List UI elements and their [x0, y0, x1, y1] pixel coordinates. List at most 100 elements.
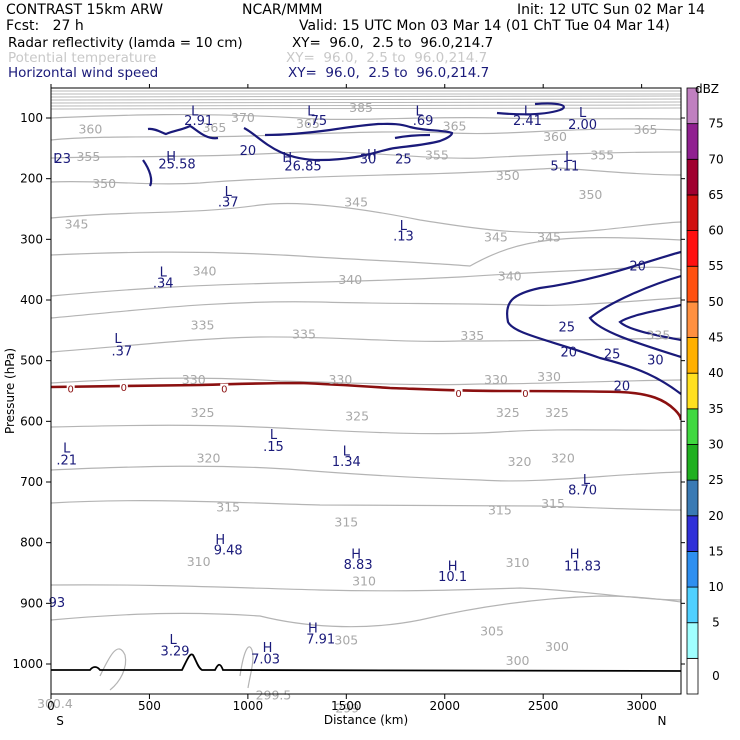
wind-label: .21 — [56, 454, 77, 469]
colorbar-label: 35 — [708, 402, 723, 416]
wind-label: .13 — [393, 230, 414, 245]
zero-label-bg — [220, 383, 229, 394]
x-tick-label: 3000 — [626, 699, 657, 713]
colorbar-swatch — [686, 158, 699, 196]
zero-label: 0 — [455, 389, 461, 400]
theta-label: 365 — [443, 118, 467, 133]
colorbar-label: 75 — [708, 117, 723, 131]
y-tick-label: 500 — [20, 354, 43, 368]
colorbar-swatch — [686, 551, 699, 588]
colorbar-label: 15 — [708, 544, 723, 558]
theta-label: 345 — [65, 217, 89, 232]
forecast-hour: Fcst: 27 h — [6, 18, 84, 34]
wind-label: L — [114, 332, 122, 347]
wind-label: 2.91 — [184, 114, 213, 129]
theta-labels: 385 370 365 365 365 365 360 360 355 355 355 350 350 3… — [37, 100, 670, 716]
theta-label: 325 — [345, 408, 369, 423]
wind-label: 26.85 — [284, 159, 321, 174]
y-tick-label: 300 — [20, 232, 43, 246]
theta-label: 300 — [506, 653, 530, 668]
wind-label: 25.58 — [158, 158, 195, 173]
theta-label: 335 — [292, 326, 316, 341]
wind-label: .34 — [153, 276, 174, 291]
theta-label: 345 — [344, 195, 368, 210]
theta-label: 350 — [579, 187, 603, 202]
x-tick-label: 1500 — [331, 699, 362, 713]
wind-label: L — [583, 473, 591, 488]
wind-label: 2.00 — [568, 118, 597, 133]
wind-label: 30 — [360, 153, 377, 168]
wind-label: 10.1 — [438, 570, 467, 585]
colorbar-label: 20 — [708, 509, 723, 523]
theta-label: 299 — [335, 701, 359, 716]
theta-label: 330 — [484, 372, 508, 387]
legend-theta: Potential temperature — [8, 50, 157, 66]
theta-label: 320 — [508, 454, 532, 469]
theta-label: 310 — [187, 554, 211, 569]
theta-label: 365 — [634, 122, 658, 137]
theta-label: 299.5 — [256, 687, 292, 702]
colorbar-unit: dBZ — [695, 82, 719, 96]
wind-label: .75 — [306, 114, 327, 129]
theta-label: 340 — [498, 269, 522, 284]
theta-label: 360 — [543, 129, 567, 144]
wind-label: H — [308, 622, 318, 637]
theta-label: 355 — [425, 147, 449, 162]
x-end-right: N — [658, 714, 667, 728]
theta-label: 300 — [545, 639, 569, 654]
y-tick-label: 400 — [20, 293, 43, 307]
theta-label: 325 — [496, 405, 520, 420]
wind-label: 25 — [604, 347, 621, 362]
theta-label: 320 — [551, 451, 575, 466]
colorbar-swatch — [686, 444, 699, 481]
theta-label: 305 — [334, 633, 358, 648]
colorbar-label: 0 — [712, 669, 720, 683]
wind-label: L — [53, 152, 61, 167]
wind-label: 3.29 — [161, 645, 190, 660]
zero-label: 0 — [121, 383, 127, 394]
theta-label: 315 — [488, 502, 512, 517]
colorbar-swatch — [686, 265, 699, 303]
theta-label: 350 — [496, 168, 520, 183]
y-tick-label: 900 — [20, 596, 43, 610]
wind-label: 5.11 — [550, 159, 579, 174]
theta-label: 360 — [78, 121, 102, 136]
wind-label: 93 — [49, 596, 66, 611]
theta-label: 325 — [191, 405, 215, 420]
colorbar: 0 5 10 15 20 25 30 35 40 45 50 55 60 65 70 75 — [686, 87, 724, 695]
theta-label: 305 — [480, 624, 504, 639]
legend-theta-xy: XY= 96.0, 2.5 to 96.0,214.7 — [286, 50, 488, 66]
theta-label: 335 — [191, 317, 215, 332]
colorbar-label: 65 — [708, 188, 723, 202]
colorbar-swatch — [686, 408, 699, 445]
colorbar-label: 70 — [708, 152, 723, 166]
legend-reflectivity-xy: XY= 96.0, 2.5 to 96.0,214.7 — [292, 35, 494, 51]
colorbar-label: 55 — [708, 259, 723, 273]
theta-label: 345 — [537, 229, 561, 244]
theta-label: 310 — [352, 573, 376, 588]
wind-label: L — [307, 105, 315, 120]
theta-label: 300.4 — [37, 696, 73, 711]
zero-label: 0 — [221, 385, 227, 396]
init-time: Init: 12 UTC Sun 02 Mar 14 — [517, 2, 706, 18]
theta-label: 315 — [541, 496, 565, 511]
theta-label: 330 — [182, 372, 206, 387]
zero-labels: 0 0 0 0 0 — [66, 381, 530, 400]
y-tick-label: 700 — [20, 475, 43, 489]
wind-label: 25 — [395, 153, 412, 168]
wind-label: L — [63, 441, 71, 456]
theta-label: 325 — [545, 405, 569, 420]
colorbar-swatch — [686, 515, 699, 552]
wind-label: L — [225, 185, 233, 200]
wind-label: 9.48 — [214, 543, 243, 558]
freezing-level-contour — [51, 381, 681, 421]
wind-label: 7.03 — [251, 653, 280, 668]
plot-frame — [50, 87, 682, 695]
theta-label: 335 — [460, 328, 484, 343]
wind-label: L — [565, 150, 573, 165]
theta-label: 310 — [506, 555, 530, 570]
wind-label: 1.34 — [332, 455, 361, 470]
colorbar-swatch — [686, 479, 699, 517]
theta-label: 355 — [590, 147, 614, 162]
colorbar-swatch — [686, 230, 699, 267]
